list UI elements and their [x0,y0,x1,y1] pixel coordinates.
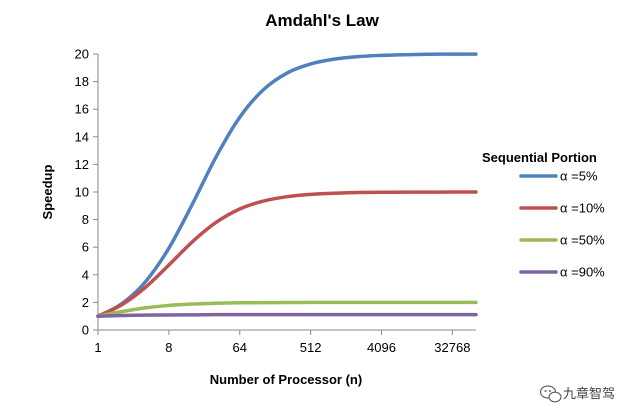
x-tick-label: 4096 [367,340,396,355]
wechat-icon [539,385,562,403]
x-tick-label: 8 [165,340,172,355]
y-tick-label: 10 [75,185,89,200]
legend-label-alpha-90: α =90% [560,265,605,280]
x-tick-label: 1 [94,340,101,355]
watermark-text: 九章智驾 [563,386,615,401]
y-tick-label: 2 [82,295,89,310]
y-tick-label: 14 [75,129,89,144]
y-axis-title: Speedup [40,164,55,219]
legend-label-alpha-5: α =5% [560,169,598,184]
y-tick-label: 4 [82,267,89,282]
y-tick-label: 18 [75,74,89,89]
legend: α =5% α =10% α =50% α =90% [519,169,605,280]
series-line-alpha-10 [96,190,478,318]
y-tick-label: 16 [75,102,89,117]
watermark: 九章智驾 [539,385,615,403]
legend-label-alpha-50: α =50% [560,233,605,248]
legend-title: Sequential Portion [482,150,597,165]
series-lines [96,52,478,318]
series-line-alpha-5 [96,52,478,318]
x-axis-title: Number of Processor (n) [210,372,362,387]
y-tick-label: 8 [82,212,89,227]
y-tick-label: 0 [82,323,89,338]
y-tick-label: 20 [75,47,89,62]
chart-title: Amdahl's Law [265,11,379,30]
x-tick-label: 512 [300,340,322,355]
series-line-alpha-50 [96,300,478,318]
x-tick-label: 32768 [434,340,470,355]
legend-label-alpha-10: α =10% [560,201,605,216]
y-tick-label: 6 [82,240,89,255]
x-ticks: 1 8 64 512 4096 32768 [94,330,470,355]
y-tick-label: 12 [75,157,89,172]
y-ticks: 0 2 4 6 8 10 12 14 16 18 20 [75,47,98,338]
x-tick-label: 64 [233,340,247,355]
series-line-alpha-90 [96,312,478,318]
